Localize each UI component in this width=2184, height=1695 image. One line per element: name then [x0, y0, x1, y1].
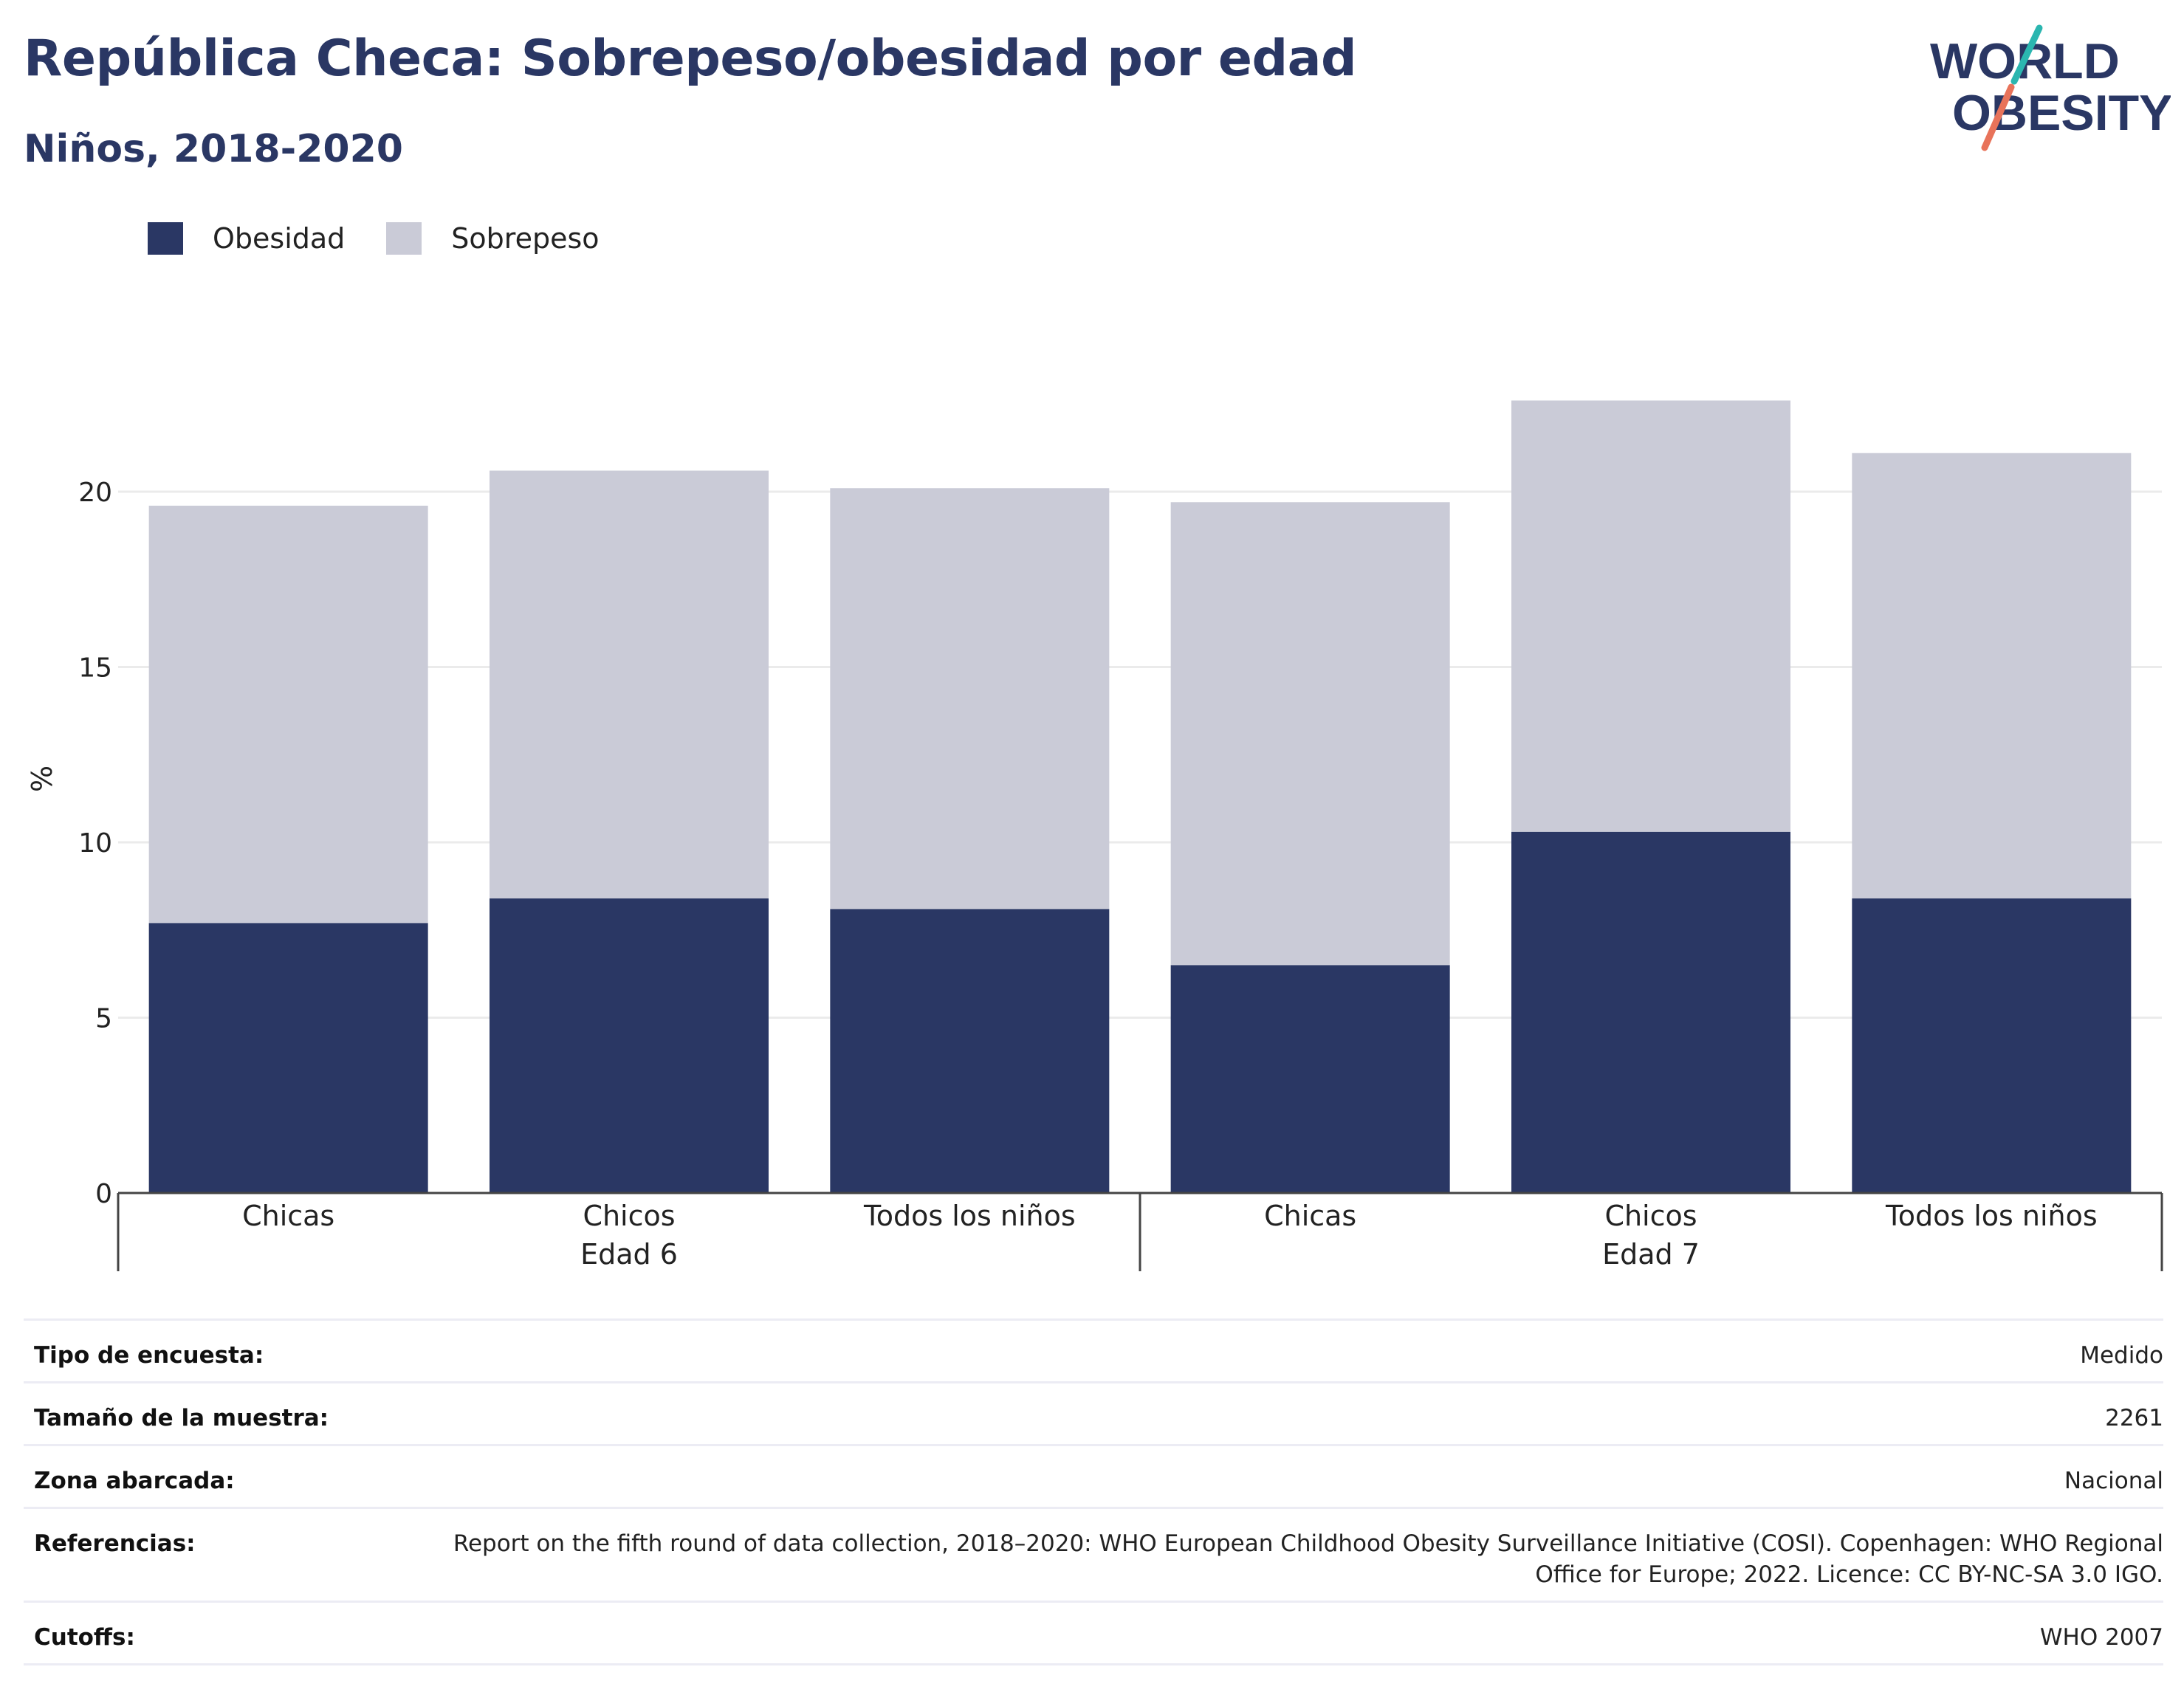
bar-overweight	[1170, 502, 1450, 966]
y-tick-label: 20	[78, 478, 112, 508]
info-row-area: Zona abarcada: Nacional	[24, 1444, 2163, 1507]
y-tick-label: 10	[78, 828, 112, 859]
legend-swatch-overweight	[386, 222, 422, 255]
info-label: Tipo de encuesta:	[34, 1342, 264, 1369]
info-label: Referencias:	[34, 1530, 196, 1557]
x-tick-label: Todos los niños	[1885, 1200, 2098, 1232]
x-tick-label: Chicos	[583, 1200, 675, 1232]
bar-overweight	[1511, 400, 1790, 832]
legend-label-obesity: Obesidad	[213, 222, 346, 255]
bar-obesity	[1170, 965, 1450, 1193]
bar-overweight	[830, 488, 1110, 910]
world-obesity-logo: WORLD OBESITY	[1930, 24, 2171, 151]
info-value: Nacional	[2064, 1468, 2163, 1494]
bar-obesity	[1511, 831, 1790, 1193]
chart-legend: Obesidad Sobrepeso	[148, 220, 641, 257]
bar-overweight	[148, 506, 428, 924]
info-value: 2261	[2105, 1405, 2163, 1431]
info-row-survey-type: Tipo de encuesta: Medido	[24, 1318, 2163, 1381]
info-row-cutoffs: Cutoffs: WHO 2007	[24, 1601, 2163, 1665]
x-tick-label: Chicas	[1264, 1200, 1356, 1232]
chart-subtitle: Niños, 2018-2020	[24, 127, 403, 171]
info-label: Cutoffs:	[34, 1624, 135, 1651]
legend-swatch-obesity	[148, 222, 183, 255]
y-tick-label: 5	[95, 1004, 112, 1034]
metadata-table: Tipo de encuesta: Medido Tamaño de la mu…	[24, 1318, 2163, 1665]
info-label: Zona abarcada:	[34, 1468, 235, 1494]
x-tick-label: Chicas	[242, 1200, 334, 1232]
x-tick-label: Chicos	[1604, 1200, 1697, 1232]
info-label: Tamaño de la muestra:	[34, 1405, 329, 1431]
y-tick-label: 15	[78, 653, 112, 684]
y-tick-label: 0	[95, 1179, 112, 1209]
legend-item-obesity[interactable]: Obesidad	[148, 222, 345, 255]
bar-obesity	[490, 898, 769, 1193]
group-label: Edad 6	[580, 1238, 678, 1271]
legend-item-overweight[interactable]: Sobrepeso	[386, 222, 600, 255]
y-axis-label: %	[26, 766, 58, 792]
info-row-sample-size: Tamaño de la muestra: 2261	[24, 1381, 2163, 1444]
group-label: Edad 7	[1602, 1238, 1700, 1271]
bar-obesity	[830, 909, 1110, 1193]
legend-label-overweight: Sobrepeso	[451, 222, 600, 255]
x-tick-label: Todos los niños	[863, 1200, 1076, 1232]
info-value: Report on the fifth round of data collec…	[453, 1530, 2163, 1588]
bar-obesity	[1852, 898, 2132, 1193]
info-value: WHO 2007	[2039, 1624, 2163, 1651]
chart-title: República Checa: Sobrepeso/obesidad por …	[24, 30, 1357, 88]
bar-overweight	[490, 470, 769, 898]
logo-slash-coral	[1981, 83, 2015, 151]
stacked-bar-chart: 0 5 10 15 20% Chicas Chicos Todos los niños Chic…	[26, 400, 2163, 1271]
info-value: Medido	[2080, 1342, 2163, 1369]
bar-obesity	[148, 923, 428, 1193]
bar-overweight	[1852, 453, 2132, 898]
info-row-references: Referencias: Report on the fifth round o…	[24, 1507, 2163, 1601]
logo-slash-teal	[2010, 24, 2043, 85]
